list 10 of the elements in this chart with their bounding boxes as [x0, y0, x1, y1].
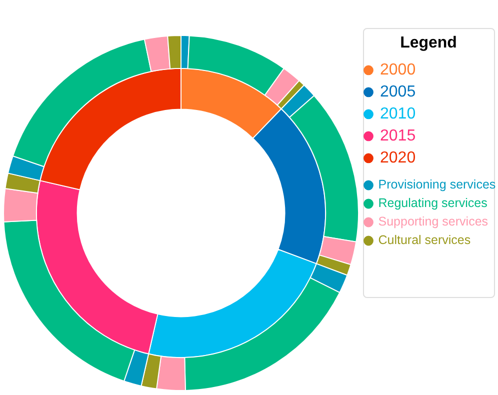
legend-label: Supporting services — [378, 214, 488, 229]
legend-title: Legend — [400, 34, 457, 52]
legend-label: Provisioning services — [378, 178, 496, 192]
legend-label: 2010 — [380, 106, 416, 123]
legend-label: 2020 — [380, 150, 416, 167]
legend-label: 2005 — [380, 84, 416, 101]
legend-label: Regulating services — [378, 196, 488, 210]
legend-label: Cultural services — [378, 233, 471, 248]
legend-label: 2000 — [380, 62, 416, 79]
legend-label: 2015 — [380, 128, 416, 145]
